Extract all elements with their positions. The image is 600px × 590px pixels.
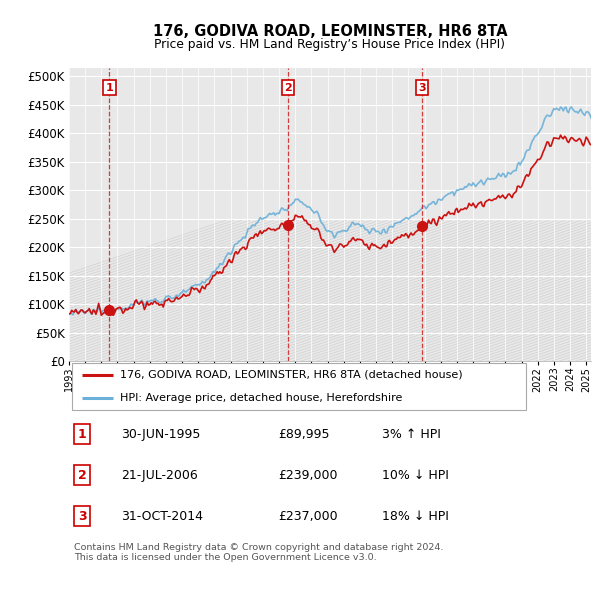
Text: 3: 3 xyxy=(78,510,86,523)
Text: £89,995: £89,995 xyxy=(278,428,329,441)
Text: 2: 2 xyxy=(77,468,86,481)
Text: 3: 3 xyxy=(418,83,425,93)
Text: 1: 1 xyxy=(106,83,113,93)
Text: 1: 1 xyxy=(77,428,86,441)
Text: Price paid vs. HM Land Registry’s House Price Index (HPI): Price paid vs. HM Land Registry’s House … xyxy=(155,38,505,51)
Text: Contains HM Land Registry data © Crown copyright and database right 2024.
This d: Contains HM Land Registry data © Crown c… xyxy=(74,543,443,562)
Text: 2: 2 xyxy=(284,83,292,93)
FancyBboxPatch shape xyxy=(71,363,526,410)
Text: 3% ↑ HPI: 3% ↑ HPI xyxy=(382,428,441,441)
Text: 176, GODIVA ROAD, LEOMINSTER, HR6 8TA: 176, GODIVA ROAD, LEOMINSTER, HR6 8TA xyxy=(152,24,508,38)
Text: £237,000: £237,000 xyxy=(278,510,337,523)
Text: 176, GODIVA ROAD, LEOMINSTER, HR6 8TA (detached house): 176, GODIVA ROAD, LEOMINSTER, HR6 8TA (d… xyxy=(120,370,463,380)
Text: 21-JUL-2006: 21-JUL-2006 xyxy=(121,468,198,481)
Text: HPI: Average price, detached house, Herefordshire: HPI: Average price, detached house, Here… xyxy=(120,393,403,403)
Text: 10% ↓ HPI: 10% ↓ HPI xyxy=(382,468,449,481)
Text: 18% ↓ HPI: 18% ↓ HPI xyxy=(382,510,449,523)
Text: £239,000: £239,000 xyxy=(278,468,337,481)
Text: 30-JUN-1995: 30-JUN-1995 xyxy=(121,428,200,441)
Text: 31-OCT-2014: 31-OCT-2014 xyxy=(121,510,203,523)
